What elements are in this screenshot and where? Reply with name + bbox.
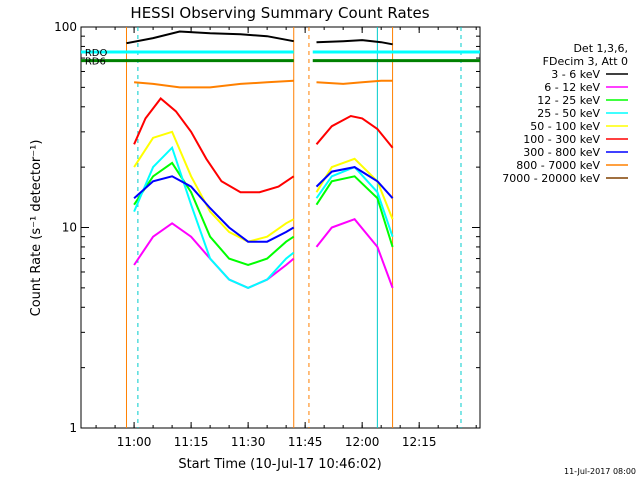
series-line-7 — [316, 79, 393, 85]
series-line-6 — [133, 175, 295, 243]
series-line-2 — [133, 161, 295, 267]
x-tick-label: 11:45 — [288, 435, 323, 449]
series-line-2 — [315, 175, 394, 248]
legend-entry-label: 3 - 6 keV — [551, 68, 600, 81]
legend-header: FDecim 3, Att 0 — [543, 55, 628, 68]
legend-entry-label: 25 - 50 keV — [537, 107, 600, 120]
legend-entry-label: 300 - 800 keV — [523, 146, 600, 159]
legend-entry-label: 50 - 100 keV — [530, 120, 600, 133]
series-line-0 — [126, 30, 294, 45]
legend-entry-label: 7000 - 20000 keV — [502, 172, 600, 185]
legend-entry-label: 800 - 7000 keV — [516, 159, 600, 172]
x-axis-title: Start Time (10-Jul-17 10:46:02) — [178, 457, 381, 472]
series-line-3 — [133, 145, 295, 289]
tick-layer: 11:00 11:15 11:30 11:45 12:00 12:15 1 10 100 — [54, 20, 480, 449]
x-tick-label: 12:15 — [402, 435, 437, 449]
y-axis-title: Count Rate (s⁻¹ detector⁻¹) — [29, 140, 44, 317]
series-layer — [126, 30, 394, 289]
x-tick-label: 11:15 — [174, 435, 209, 449]
state-label-rdo: RDO — [85, 48, 108, 59]
y-tick-label: 1 — [69, 421, 77, 435]
legend-entry-label: 100 - 300 keV — [523, 133, 600, 146]
legend-entry-label: 12 - 25 keV — [537, 94, 600, 107]
series-line-0 — [316, 39, 393, 46]
series-line-5 — [315, 114, 394, 149]
series-line-1 — [315, 218, 394, 289]
x-tick-label: 11:00 — [117, 435, 152, 449]
chart-title: HESSI Observing Summary Count Rates — [130, 4, 429, 22]
x-tick-label: 11:30 — [231, 435, 266, 449]
y-tick-label: 10 — [62, 221, 77, 235]
state-label-rd6: RD6 — [85, 57, 106, 68]
legend-entry-label: 6 - 12 keV — [544, 81, 600, 94]
timestamp: 11-Jul-2017 08:00 — [564, 467, 636, 476]
y-tick-label: 100 — [54, 20, 77, 34]
x-tick-label: 12:00 — [345, 435, 380, 449]
series-line-4 — [133, 130, 295, 243]
series-line-6 — [315, 166, 394, 199]
series-line-5 — [133, 97, 295, 194]
legend-header: Det 1,3,6, — [573, 42, 628, 55]
series-line-7 — [134, 79, 294, 89]
grid-layer — [125, 27, 462, 428]
